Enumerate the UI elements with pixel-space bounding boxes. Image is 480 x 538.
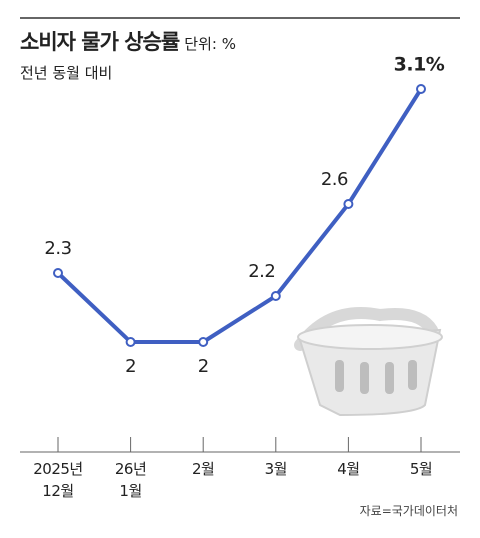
value-label: 2 bbox=[125, 356, 136, 377]
subtitle: 전년 동월 대비 bbox=[20, 64, 113, 82]
point bbox=[125, 337, 136, 347]
value-label: 2 bbox=[198, 356, 209, 377]
point bbox=[343, 199, 354, 209]
source: 자료=국가데이터처 bbox=[359, 504, 458, 518]
value-label: 2.3 bbox=[44, 238, 71, 259]
header: 소비자 물가 상승률 단위: % bbox=[20, 26, 236, 56]
point bbox=[198, 337, 209, 347]
unit-label: 단위: % bbox=[184, 35, 236, 53]
line bbox=[56, 87, 423, 344]
point bbox=[270, 291, 281, 301]
x-tick-label: 4월 bbox=[337, 460, 360, 478]
x-tick-label: 2025년 12월 bbox=[33, 460, 83, 500]
value-label: 2.6 bbox=[321, 169, 348, 190]
value-label: 2.2 bbox=[248, 261, 275, 282]
x-tick-label: 2월 bbox=[192, 460, 215, 478]
value-label: 3.1% bbox=[394, 54, 445, 76]
basket bbox=[294, 307, 443, 417]
point bbox=[53, 268, 63, 278]
x-tick-label: 3월 bbox=[264, 460, 288, 478]
x-tick-label: 5월 bbox=[409, 460, 433, 478]
chart-title: 소비자 물가 상승률 bbox=[20, 30, 180, 54]
x-tick-label: 26년 1월 bbox=[114, 460, 147, 500]
point bbox=[416, 84, 426, 94]
